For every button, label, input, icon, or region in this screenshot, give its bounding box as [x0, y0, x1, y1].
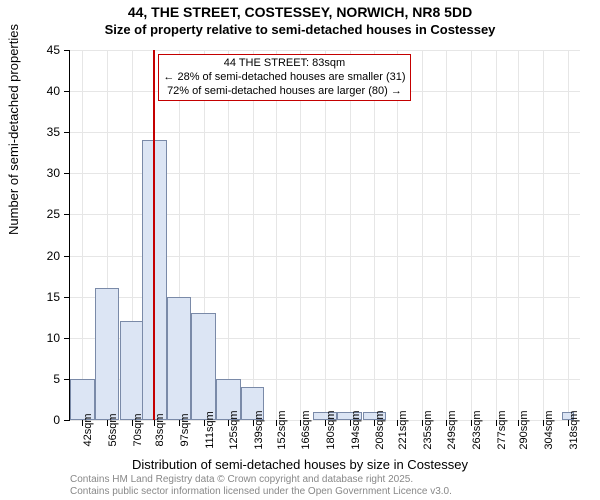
x-tick-label: 97sqm [179, 413, 191, 446]
gridline-v [422, 50, 423, 420]
y-tick [64, 256, 70, 257]
histogram-bar [191, 313, 216, 420]
chart-container: 44, THE STREET, COSTESSEY, NORWICH, NR8 … [0, 0, 600, 500]
y-tick-label: 0 [10, 413, 60, 427]
x-tick-label: 56sqm [107, 413, 119, 446]
y-tick [64, 420, 70, 421]
x-tick-label: 166sqm [300, 410, 312, 449]
y-tick [64, 50, 70, 51]
y-axis-line [69, 50, 70, 420]
x-tick-label: 194sqm [350, 410, 362, 449]
x-tick-label: 180sqm [325, 410, 337, 449]
gridline-v [325, 50, 326, 420]
annotation-line1: 44 THE STREET: 83sqm [163, 57, 405, 71]
x-tick-label: 70sqm [132, 413, 144, 446]
x-tick-label: 83sqm [154, 413, 166, 446]
chart-title-line2: Size of property relative to semi-detach… [0, 22, 600, 37]
x-tick-label: 304sqm [543, 410, 555, 449]
y-tick-label: 35 [10, 125, 60, 139]
footnote: Contains HM Land Registry data © Crown c… [70, 474, 452, 498]
gridline-v [543, 50, 544, 420]
gridline-v [397, 50, 398, 420]
y-tick-label: 15 [10, 290, 60, 304]
gridline-v [496, 50, 497, 420]
gridline-v [82, 50, 83, 420]
histogram-bar [167, 297, 192, 420]
x-axis-label: Distribution of semi-detached houses by … [0, 457, 600, 472]
histogram-bar [120, 321, 143, 420]
y-tick-label: 40 [10, 84, 60, 98]
y-tick-label: 45 [10, 43, 60, 57]
x-tick-label: 42sqm [82, 413, 94, 446]
plot-area: 44 THE STREET: 83sqm ← 28% of semi-detac… [70, 50, 580, 420]
gridline-v [471, 50, 472, 420]
y-tick [64, 91, 70, 92]
gridline-v [276, 50, 277, 420]
y-tick [64, 338, 70, 339]
x-tick-label: 290sqm [518, 410, 530, 449]
y-tick-label: 30 [10, 166, 60, 180]
chart-title-line1: 44, THE STREET, COSTESSEY, NORWICH, NR8 … [0, 4, 600, 20]
x-tick-label: 125sqm [228, 410, 240, 449]
annotation-line3: 72% of semi-detached houses are larger (… [163, 85, 405, 99]
y-tick [64, 173, 70, 174]
footnote-line1: Contains HM Land Registry data © Crown c… [70, 474, 452, 486]
subject-marker-line [153, 50, 155, 420]
x-tick-label: 263sqm [471, 410, 483, 449]
x-tick-label: 277sqm [496, 410, 508, 449]
y-tick-label: 10 [10, 331, 60, 345]
x-tick-label: 249sqm [446, 410, 458, 449]
y-tick-label: 25 [10, 207, 60, 221]
gridline-v [350, 50, 351, 420]
histogram-bar [95, 288, 120, 420]
annotation-line2: ← 28% of semi-detached houses are smalle… [163, 71, 405, 85]
gridline-v [374, 50, 375, 420]
x-tick-label: 221sqm [397, 410, 409, 449]
y-tick-label: 20 [10, 249, 60, 263]
x-tick-label: 111sqm [204, 411, 216, 449]
y-tick [64, 297, 70, 298]
x-tick-label: 318sqm [568, 410, 580, 449]
x-tick-label: 235sqm [422, 410, 434, 449]
gridline-v [518, 50, 519, 420]
marker-annotation: 44 THE STREET: 83sqm ← 28% of semi-detac… [158, 54, 410, 101]
y-tick [64, 132, 70, 133]
gridline-v [446, 50, 447, 420]
gridline-v [300, 50, 301, 420]
gridline-v [228, 50, 229, 420]
gridline-v [253, 50, 254, 420]
gridline-v [568, 50, 569, 420]
x-tick-label: 208sqm [374, 410, 386, 449]
footnote-line2: Contains public sector information licen… [70, 486, 452, 498]
x-tick-label: 152sqm [276, 410, 288, 449]
x-tick-label: 139sqm [253, 410, 265, 449]
y-tick [64, 214, 70, 215]
y-tick-label: 5 [10, 372, 60, 386]
